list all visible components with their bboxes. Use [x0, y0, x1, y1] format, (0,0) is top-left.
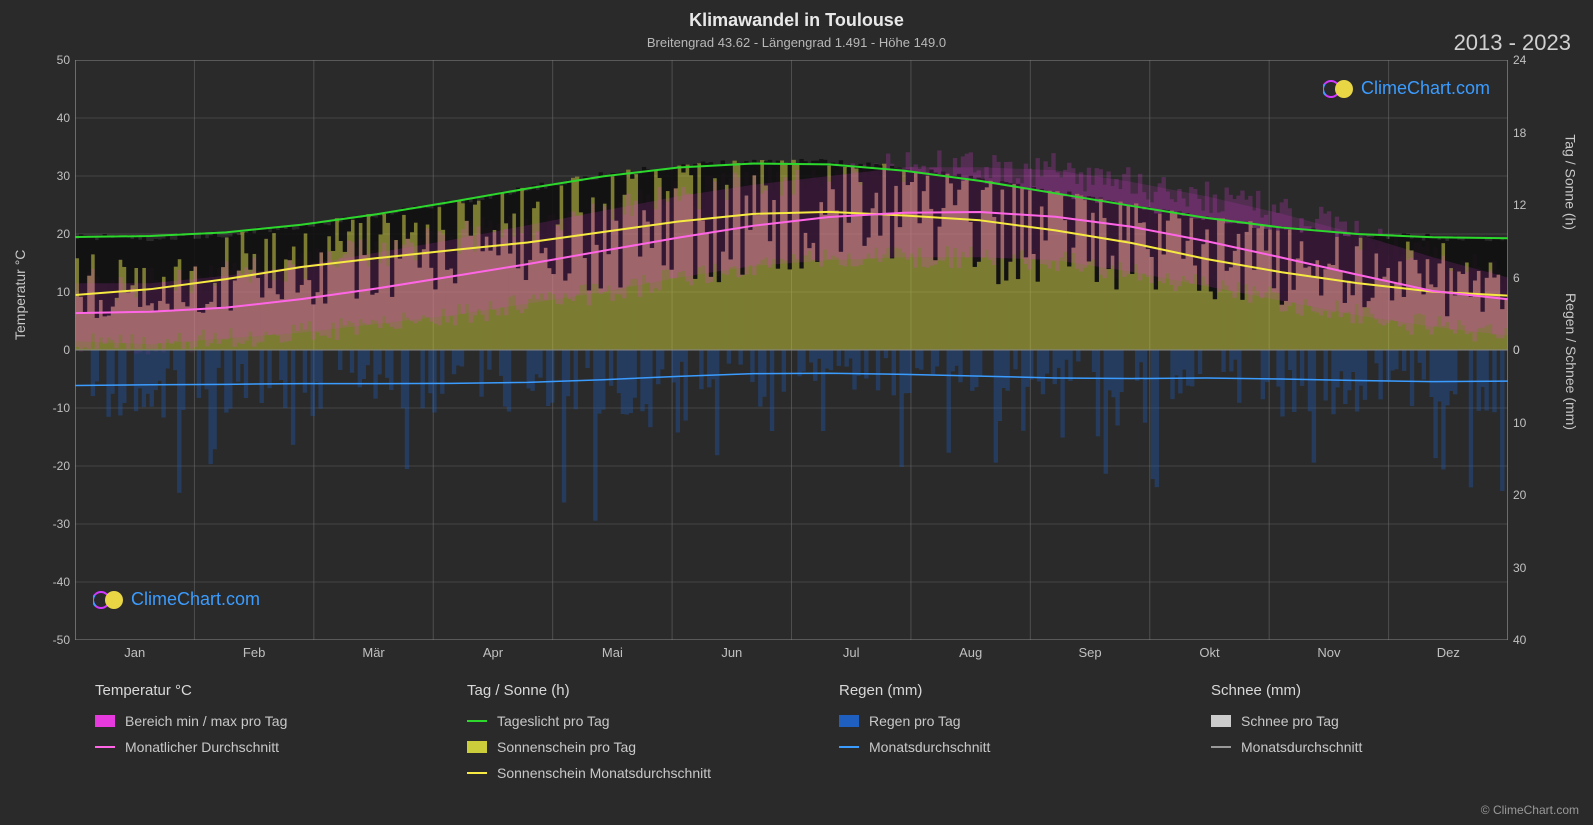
- x-tick: Feb: [194, 645, 313, 665]
- legend-swatch: [95, 715, 115, 727]
- legend-swatch: [467, 741, 487, 753]
- x-tick: Jun: [672, 645, 791, 665]
- legend-swatch: [839, 715, 859, 727]
- y-tick-right-bottom: 0: [1513, 343, 1538, 357]
- y-ticks-right-bottom: 010203040: [1513, 350, 1538, 640]
- legend-item: Sonnenschein Monatsdurchschnitt: [467, 765, 819, 781]
- legend-column: Tag / Sonne (h) Tageslicht pro Tag Sonnens…: [467, 682, 819, 781]
- y-axis-right-top-label: Tag / Sonne (h): [1563, 134, 1579, 230]
- y-tick-left: 40: [40, 111, 70, 125]
- x-tick: Jan: [75, 645, 194, 665]
- plot-svg: [75, 60, 1508, 640]
- legend-swatch: [95, 746, 115, 748]
- y-tick-right-bottom: 40: [1513, 633, 1538, 647]
- legend-header: Regen (mm): [839, 682, 1191, 699]
- legend-item: Bereich min / max pro Tag: [95, 713, 447, 729]
- legend-item: Monatlicher Durchschnitt: [95, 739, 447, 755]
- y-ticks-right-top: 24181260: [1513, 60, 1538, 350]
- legend-label: Monatsdurchschnitt: [869, 739, 990, 755]
- y-tick-right-top: 12: [1513, 198, 1538, 212]
- legend-item: Monatsdurchschnitt: [839, 739, 1191, 755]
- x-tick: Aug: [911, 645, 1030, 665]
- y-axis-right-bottom-label: Regen / Schnee (mm): [1563, 293, 1579, 430]
- y-tick-left: -40: [40, 575, 70, 589]
- legend-item: Schnee pro Tag: [1211, 713, 1563, 729]
- y-tick-left: -10: [40, 401, 70, 415]
- y-tick-left: 50: [40, 53, 70, 67]
- x-ticks: JanFebMärAprMaiJunJulAugSepOktNovDez: [75, 645, 1508, 665]
- y-tick-left: -30: [40, 517, 70, 531]
- y-tick-right-bottom: 10: [1513, 416, 1538, 430]
- y-tick-left: 20: [40, 227, 70, 241]
- legend-item: Monatsdurchschnitt: [1211, 739, 1563, 755]
- y-tick-left: 10: [40, 285, 70, 299]
- y-axis-left-label: Temperatur °C: [12, 250, 28, 340]
- legend-swatch: [467, 772, 487, 774]
- x-tick: Nov: [1269, 645, 1388, 665]
- x-tick: Okt: [1150, 645, 1269, 665]
- legend-column: Schnee (mm) Schnee pro Tag Monatsdurchschn…: [1211, 682, 1563, 781]
- x-tick: Mär: [314, 645, 433, 665]
- x-tick: Mai: [553, 645, 672, 665]
- plot-area: ClimeChart.com ClimeChart.com: [75, 60, 1508, 640]
- x-tick: Apr: [433, 645, 552, 665]
- copyright: © ClimeChart.com: [1481, 803, 1579, 817]
- legend-header: Schnee (mm): [1211, 682, 1563, 699]
- y-tick-right-top: 18: [1513, 126, 1538, 140]
- y-tick-left: 30: [40, 169, 70, 183]
- legend-label: Tageslicht pro Tag: [497, 713, 610, 729]
- x-tick: Jul: [792, 645, 911, 665]
- climechart-logo-icon: [93, 590, 125, 610]
- legend-label: Sonnenschein pro Tag: [497, 739, 636, 755]
- legend-label: Schnee pro Tag: [1241, 713, 1339, 729]
- legend-item: Sonnenschein pro Tag: [467, 739, 819, 755]
- legend-swatch: [1211, 715, 1231, 727]
- y-tick-left: -20: [40, 459, 70, 473]
- y-ticks-left: 50403020100-10-20-30-40-50: [40, 60, 70, 640]
- legend-label: Monatsdurchschnitt: [1241, 739, 1362, 755]
- legend-column: Regen (mm) Regen pro Tag Monatsdurchschnit…: [839, 682, 1191, 781]
- climate-chart: Klimawandel in Toulouse Breitengrad 43.6…: [0, 0, 1593, 825]
- y-tick-right-bottom: 20: [1513, 488, 1538, 502]
- legend-header: Temperatur °C: [95, 682, 447, 699]
- watermark-bottom-left: ClimeChart.com: [93, 589, 260, 610]
- legend: Temperatur °C Bereich min / max pro Tag Mo…: [95, 682, 1563, 781]
- watermark-text: ClimeChart.com: [131, 589, 260, 610]
- y-tick-left: 0: [40, 343, 70, 357]
- x-tick: Dez: [1389, 645, 1508, 665]
- y-tick-left: -50: [40, 633, 70, 647]
- legend-label: Monatlicher Durchschnitt: [125, 739, 279, 755]
- legend-item: Tageslicht pro Tag: [467, 713, 819, 729]
- chart-subtitle: Breitengrad 43.62 - Längengrad 1.491 - H…: [0, 31, 1593, 50]
- legend-item: Regen pro Tag: [839, 713, 1191, 729]
- watermark-text: ClimeChart.com: [1361, 78, 1490, 99]
- legend-swatch: [1211, 746, 1231, 748]
- legend-column: Temperatur °C Bereich min / max pro Tag Mo…: [95, 682, 447, 781]
- chart-title: Klimawandel in Toulouse: [0, 0, 1593, 31]
- legend-swatch: [839, 746, 859, 748]
- legend-label: Regen pro Tag: [869, 713, 961, 729]
- legend-label: Bereich min / max pro Tag: [125, 713, 287, 729]
- x-tick: Sep: [1030, 645, 1149, 665]
- legend-swatch: [467, 720, 487, 722]
- watermark-top-right: ClimeChart.com: [1323, 78, 1490, 99]
- y-tick-right-top: 24: [1513, 53, 1538, 67]
- legend-label: Sonnenschein Monatsdurchschnitt: [497, 765, 711, 781]
- y-tick-right-top: 6: [1513, 271, 1538, 285]
- climechart-logo-icon: [1323, 79, 1355, 99]
- y-tick-right-bottom: 30: [1513, 561, 1538, 575]
- legend-header: Tag / Sonne (h): [467, 682, 819, 699]
